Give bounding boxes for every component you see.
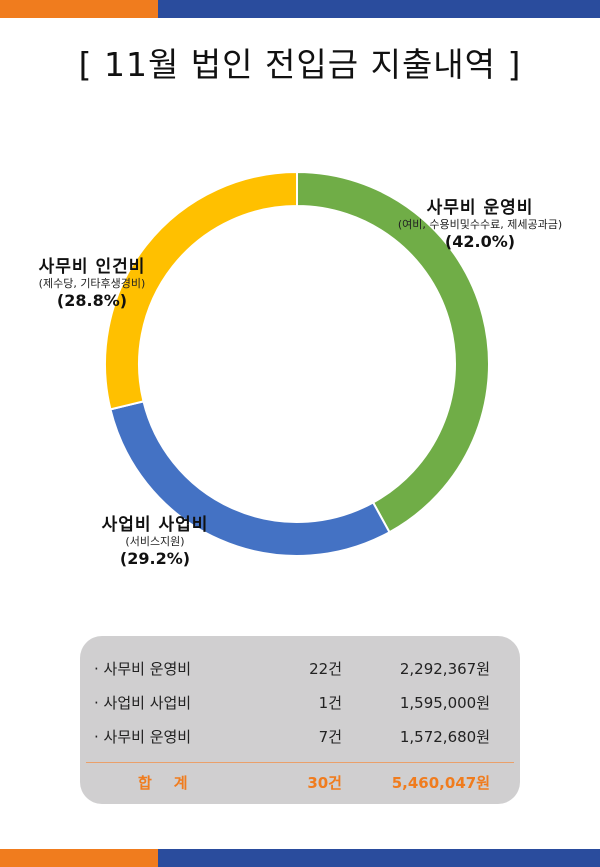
top-bar-blue [158,0,600,18]
summary-row-count: 22건 [309,660,342,678]
label-business-name: 사업비 사업비 [101,515,209,535]
label-business-pct: (29.2%) [119,548,191,568]
summary-row: · 사무비 운영비 22건 2,292,367원 [80,658,520,682]
summary-row-amount: 1,595,000원 [399,694,490,712]
label-business-desc: (서비스지원) [125,535,185,549]
summary-total-count: 30건 [307,774,342,792]
summary-total-row: 합계 30건 5,460,047원 [80,772,520,796]
label-personnel: 사무비 인건비 (제수당, 기타후생경비) (28.8%) [2,257,182,310]
label-business: 사업비 사업비 (서비스지원) (29.2%) [70,515,240,568]
summary-row-amount: 1,572,680원 [399,728,490,746]
label-operating-pct: (42.0%) [444,231,516,251]
label-operating-desc: (여비, 수용비및수수료, 제세공과금) [397,218,563,232]
summary-total-label: 합계 [138,774,210,792]
summary-row: · 사업비 사업비 1건 1,595,000원 [80,692,520,716]
slice-personnel [104,170,298,411]
summary-row: · 사무비 운영비 7건 1,572,680원 [80,726,520,750]
page-title: [ 11월 법인 전입금 지출내역 ] [78,45,522,84]
top-bar-orange [0,0,158,18]
label-personnel-name: 사무비 인건비 [38,257,146,277]
label-personnel-pct: (28.8%) [56,290,128,310]
label-personnel-desc: (제수당, 기타후생경비) [38,277,146,291]
summary-row-count: 7건 [318,728,342,746]
label-operating-name: 사무비 운영비 [426,198,534,218]
label-operating: 사무비 운영비 (여비, 수용비및수수료, 제세공과금) (42.0%) [360,198,600,251]
summary-row-amount: 2,292,367원 [399,660,490,678]
top-accent-bar [0,0,600,18]
summary-box: · 사무비 운영비 22건 2,292,367원 · 사업비 사업비 1건 1,… [80,636,520,804]
summary-row-category: · 사무비 운영비 [94,728,192,746]
summary-row-category: · 사무비 운영비 [94,660,192,678]
summary-row-count: 1건 [318,694,342,712]
bottom-bar-blue [158,849,600,867]
summary-total-amount: 5,460,047원 [391,774,490,792]
bottom-bar-orange [0,849,158,867]
summary-divider [86,762,514,763]
summary-row-category: · 사업비 사업비 [94,694,192,712]
bottom-accent-bar [0,849,600,867]
